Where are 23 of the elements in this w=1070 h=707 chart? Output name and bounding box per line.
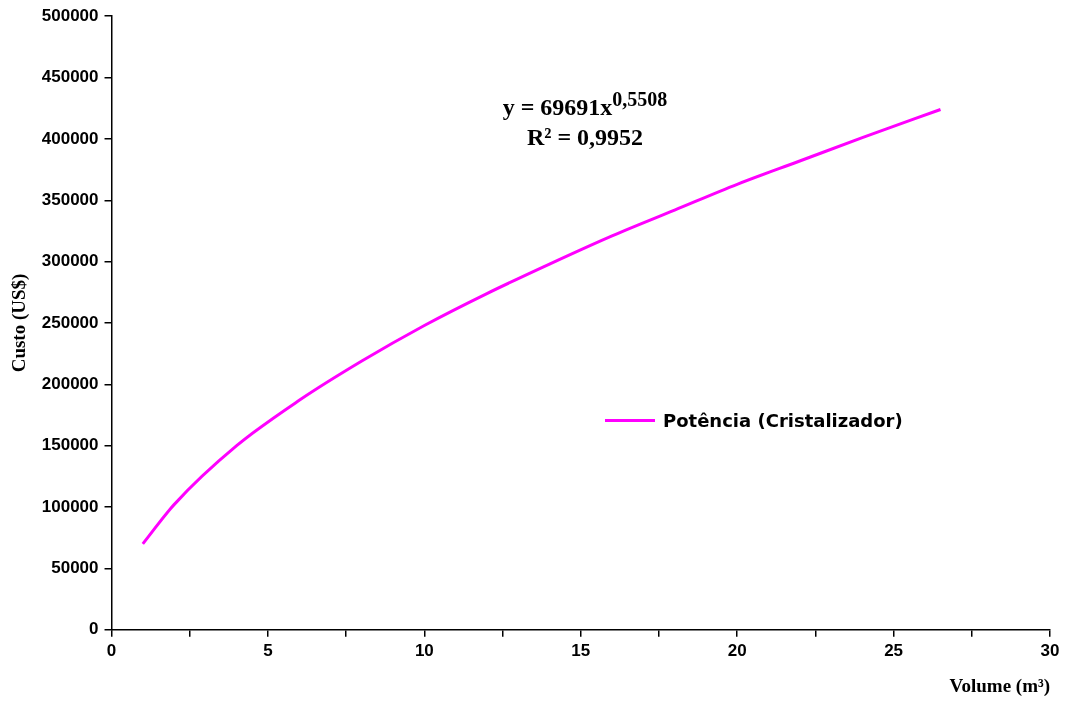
y-tick-label: 0 xyxy=(89,619,99,639)
y-tick-label: 200000 xyxy=(41,374,99,394)
y-tick-label: 150000 xyxy=(41,435,99,455)
x-tick-label: 20 xyxy=(727,640,747,660)
annotation: y = 69691x$^{0,5508}$ xyxy=(502,88,668,120)
y-tick-label: 350000 xyxy=(41,189,99,209)
x-tick-label: 25 xyxy=(884,640,904,660)
legend-label: Potência (Cristalizador) xyxy=(663,410,903,431)
x-tick-label: 0 xyxy=(106,640,117,660)
x-tick-label: 10 xyxy=(414,640,434,660)
y-tick-label: 250000 xyxy=(41,312,99,332)
y-tick-label: 50000 xyxy=(51,558,99,578)
y-axis-title: Custo (US$) xyxy=(8,273,31,373)
x-axis-title: Volume (m³) xyxy=(949,674,1050,697)
y-tick-label: 300000 xyxy=(41,251,99,271)
y-tick-label: 500000 xyxy=(41,5,99,25)
x-tick-label: 30 xyxy=(1040,640,1060,660)
annotation: R² = 0,9952 xyxy=(526,124,644,150)
y-tick-label: 100000 xyxy=(41,496,99,516)
x-tick-label: 5 xyxy=(263,640,273,660)
y-tick-label: 400000 xyxy=(41,128,99,148)
x-tick-label: 15 xyxy=(571,640,591,660)
y-tick-label: 450000 xyxy=(41,67,99,87)
